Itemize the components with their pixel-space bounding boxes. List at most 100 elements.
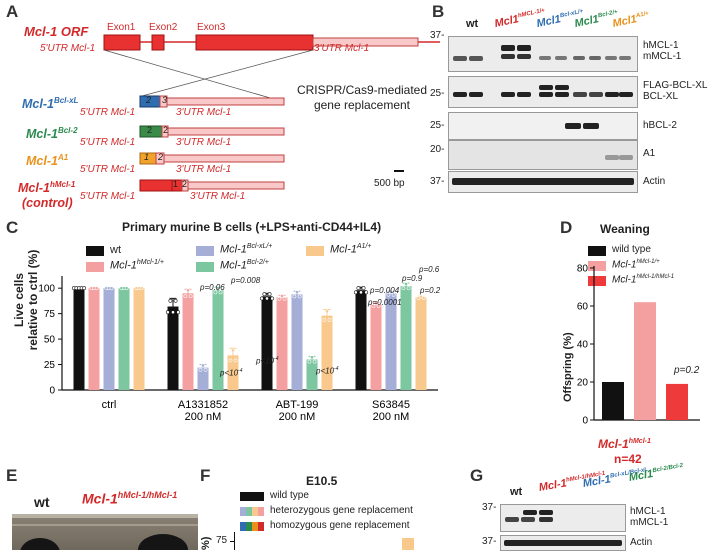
f-legend-het: heterozygous gene replacement <box>270 505 413 516</box>
c-dot <box>231 348 235 353</box>
c-dot <box>421 296 426 300</box>
utr5-hmcl1: 5'UTR Mcl-1 <box>80 191 136 202</box>
c-dot <box>171 310 175 315</box>
label-bclxl: BCL-XL <box>643 91 679 102</box>
allele-bclxl-label: Mcl-1Bcl-xL <box>22 96 79 112</box>
c-dot <box>282 296 287 301</box>
c-dot <box>109 286 114 291</box>
c-dot <box>168 298 173 303</box>
c-bar <box>197 367 209 390</box>
g-mw-37b: 37- <box>482 536 497 547</box>
c-dot <box>374 301 378 305</box>
box-num-hmcl1: 1 <box>173 179 179 189</box>
blot-actin <box>448 171 638 193</box>
c-ytick-label: 50 <box>44 335 56 346</box>
d-bar <box>602 382 624 420</box>
utr3-wt: 3'UTR Mcl-1 <box>314 43 370 54</box>
c-dot <box>259 296 264 301</box>
label-hmcl1: hMCL-1 <box>643 40 679 51</box>
g-blot-actin <box>500 535 626 551</box>
g-blot-mcl1 <box>500 504 626 532</box>
panel-d-pval: p=0.2 <box>674 365 700 376</box>
c-dot <box>277 296 282 301</box>
panel-f-letter: F <box>200 466 211 485</box>
c-dot <box>176 310 181 315</box>
c-dot <box>213 290 218 295</box>
c-bar <box>133 288 145 390</box>
label-actin: Actin <box>643 176 666 187</box>
c-bar <box>276 297 288 390</box>
blot-bclxl <box>448 76 638 108</box>
pval-4: p<10-4 <box>256 356 279 366</box>
box-num2-bclxl: 3 <box>162 95 168 105</box>
box-num-bclxl: 2 <box>146 95 152 105</box>
c-bar <box>88 288 100 390</box>
pval-1: p=0.06 <box>200 283 225 292</box>
mw-20: 20- <box>430 144 445 155</box>
panel-f-bar-fragment <box>402 538 414 550</box>
panel-d-n: n=42 <box>614 452 642 466</box>
c-bar <box>321 315 333 390</box>
c-category-label: 200 nM <box>279 411 316 423</box>
legend-sw-wt <box>86 246 104 256</box>
legend-sw-bclxl <box>196 246 214 256</box>
c-dot <box>218 290 223 295</box>
pval-9: p=0.6 <box>419 265 440 274</box>
d-legend-wt: wild type <box>612 244 651 255</box>
g-mw-37: 37- <box>482 502 497 513</box>
c-dot <box>124 286 129 291</box>
c-dot <box>165 310 170 315</box>
pval-7: p=0.004 <box>370 286 400 295</box>
panel-d-title: Weaning <box>600 222 650 236</box>
c-bar <box>415 297 427 390</box>
c-dot <box>292 294 297 299</box>
mw-37-top: 37- <box>430 30 445 41</box>
c-dot <box>389 289 393 294</box>
c-dot <box>280 294 284 298</box>
c-dot <box>267 292 272 297</box>
crispr-caption: CRISPR/Cas9-mediated gene replacement <box>294 83 430 113</box>
crispr-line2: gene replacement <box>313 98 411 112</box>
panel-f-title: E10.5 <box>306 474 338 488</box>
box-num2-bcl2: 2 <box>163 125 169 135</box>
panel-e-genotype: Mcl-1hMcl-1/hMcl-1 <box>82 490 178 507</box>
legend-bclxl: Mcl-1Bcl-xL/+ <box>220 243 273 256</box>
panel-d-letter: D <box>560 218 573 237</box>
c-dot <box>265 296 269 301</box>
panel-b-letter: B <box>432 2 445 21</box>
g-lane-wt: wt <box>510 486 523 498</box>
exon3-label: Exon3 <box>197 22 226 33</box>
c-dot <box>353 290 358 295</box>
legend-a1: Mcl-1A1/+ <box>330 243 372 256</box>
pval-2: p=0.008 <box>231 276 261 285</box>
d-ytick-label: 0 <box>582 416 588 427</box>
mice-photo <box>12 514 198 550</box>
allele-bcl2-label: Mcl-1Bcl-2 <box>26 126 78 142</box>
f-legend-sw-het <box>240 507 264 516</box>
allele-hmcl1-label: Mcl-1hMcl-1 <box>18 180 76 196</box>
d-bar <box>634 302 656 420</box>
c-dot <box>270 296 275 301</box>
label-flag-bclxl: FLAG-BCL-XL <box>643 80 708 91</box>
box-num-a1: 1 <box>144 152 150 162</box>
c-dot <box>364 290 369 295</box>
c-bar <box>355 290 367 390</box>
c-ytick-label: 75 <box>44 309 56 320</box>
c-dot <box>82 286 87 291</box>
c-bar <box>400 286 412 390</box>
box-num2-a1: 2 <box>158 152 164 162</box>
c-bar <box>167 306 179 390</box>
pval-5: p=0.0001 <box>368 298 402 307</box>
c-dot <box>327 318 332 322</box>
g-label-mmcl1: mMCL-1 <box>630 517 669 528</box>
c-ytick-label: 100 <box>38 284 55 295</box>
panel-e-letter: E <box>6 466 18 485</box>
utr3-a1: 3'UTR Mcl-1 <box>176 164 232 175</box>
pval-6: p<10-4 <box>316 366 339 376</box>
panel-c-letter: C <box>6 218 19 237</box>
c-dot <box>262 292 267 297</box>
f-legend-sw-hom <box>240 522 264 531</box>
blot-a1 <box>448 140 638 170</box>
legend-bcl2: Mcl-1Bcl-2/+ <box>220 259 269 272</box>
